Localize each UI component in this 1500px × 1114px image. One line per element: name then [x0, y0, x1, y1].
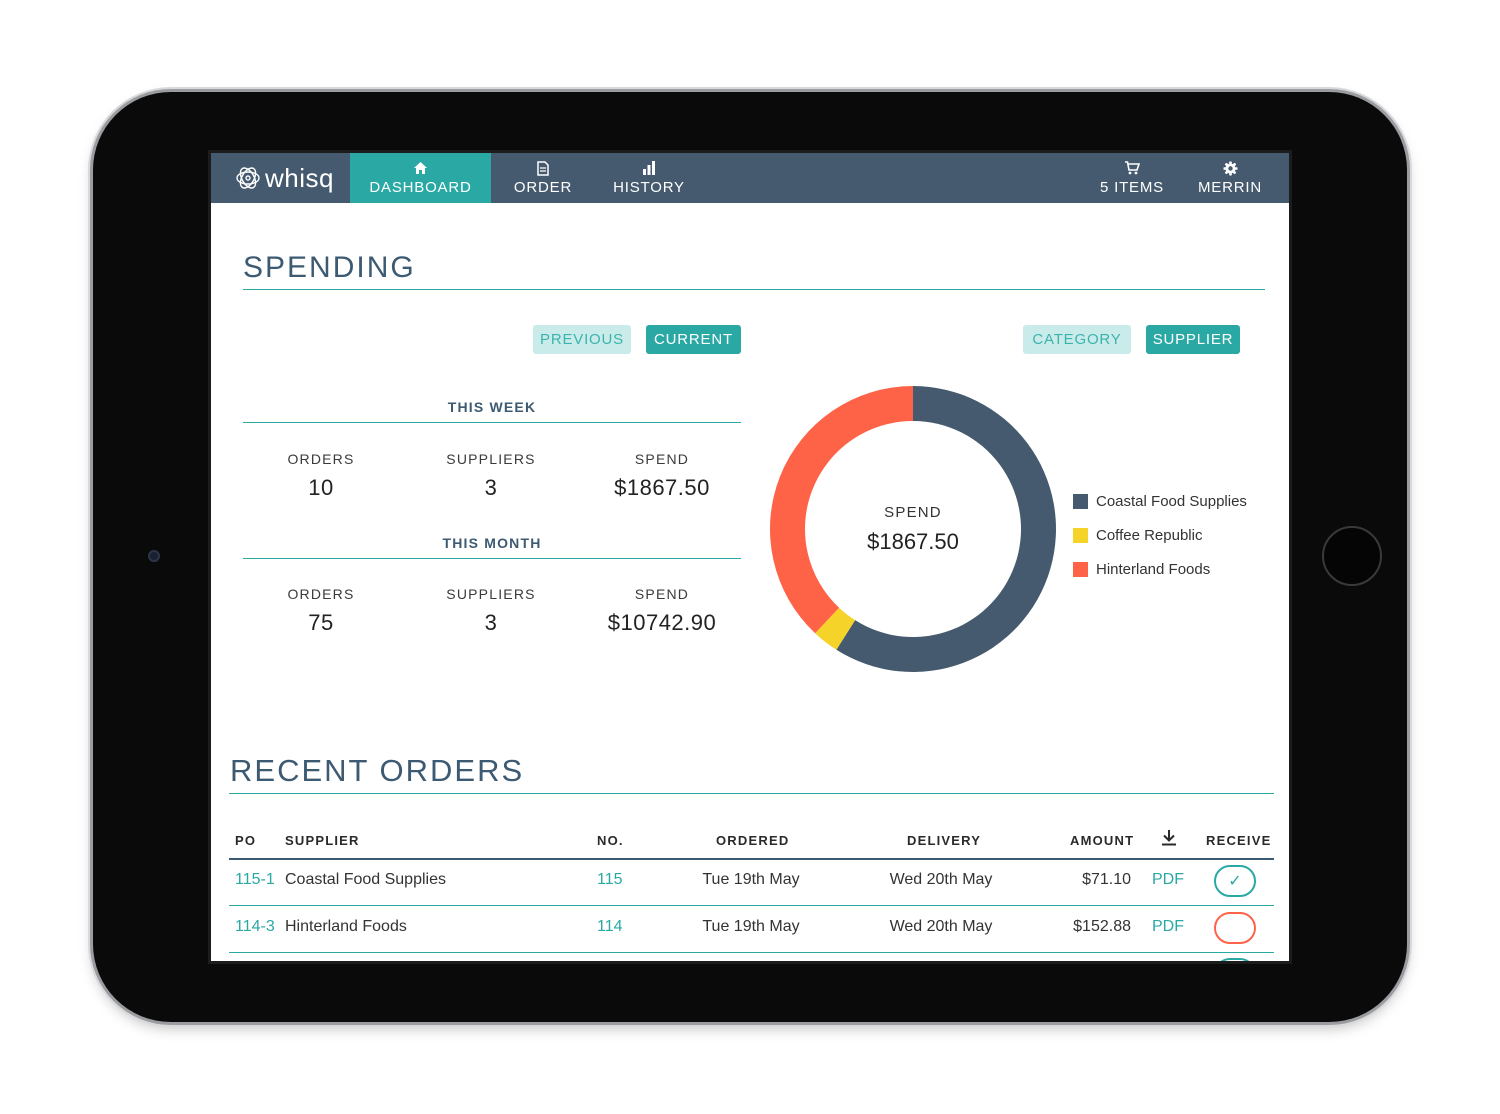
month-spend-stat: SPEND $10742.90	[587, 586, 737, 636]
donut-center-label: SPEND	[884, 504, 942, 521]
legend-item[interactable]: Coffee Republic	[1073, 518, 1247, 552]
nav-dashboard-label: DASHBOARD	[369, 179, 472, 196]
ordered-date: Tue 19th May	[702, 871, 800, 888]
this-month-divider	[243, 558, 741, 559]
supplier-button[interactable]: SUPPLIER	[1146, 325, 1240, 354]
week-spend-value: $1867.50	[614, 475, 710, 500]
amount-value: $71.10	[1082, 871, 1131, 888]
nav-user-settings[interactable]: MERRIN	[1189, 153, 1271, 203]
whisk-icon	[236, 167, 260, 189]
po-link[interactable]: 114-3	[235, 918, 275, 935]
current-button[interactable]: CURRENT	[646, 325, 741, 354]
nav-dashboard[interactable]: DASHBOARD	[350, 153, 491, 203]
logo[interactable]: whisq	[235, 162, 334, 194]
app-screen: whisq DASHBOARD ORDER HISTORY 5 ITEMS	[208, 150, 1292, 964]
category-button[interactable]: CATEGORY	[1023, 325, 1131, 354]
this-week-divider	[243, 422, 741, 423]
donut-slice-hinterland-foods[interactable]	[770, 386, 913, 634]
cart-icon	[1124, 160, 1140, 176]
month-orders-label: ORDERS	[287, 586, 355, 602]
delivery-date: Wed 20th May	[889, 918, 993, 935]
download-icon	[1161, 829, 1177, 849]
nav-cart-label: 5 ITEMS	[1100, 179, 1164, 196]
week-orders-value: 10	[308, 475, 334, 500]
legend-swatch	[1073, 527, 1088, 543]
week-orders-label: ORDERS	[287, 451, 355, 467]
col-po: PO	[235, 833, 257, 848]
check-icon: ✓	[1228, 873, 1242, 890]
ordered-date: Tue 19th May	[702, 918, 800, 935]
amount-value: $152.88	[1073, 918, 1131, 935]
table-row-divider	[229, 952, 1274, 953]
month-orders-stat: ORDERS 75	[246, 586, 396, 636]
receive-button[interactable]	[1214, 912, 1256, 944]
nav-order-label: ORDER	[513, 179, 573, 196]
legend-item[interactable]: Coastal Food Supplies	[1073, 484, 1247, 518]
week-spend-stat: SPEND $1867.50	[587, 451, 737, 501]
logo-text: whisq	[265, 162, 334, 193]
recent-orders-divider	[229, 793, 1274, 794]
donut-slice-coastal-food-supplies[interactable]	[836, 386, 1056, 672]
receive-button-partial[interactable]	[1214, 958, 1256, 961]
supplier-name: Hinterland Foods	[285, 918, 407, 935]
chart-legend: Coastal Food Supplies Coffee Republic Hint…	[1073, 484, 1247, 586]
home-button[interactable]	[1322, 526, 1382, 586]
week-suppliers-label: SUPPLIERS	[446, 451, 536, 467]
nav-cart[interactable]: 5 ITEMS	[1091, 153, 1173, 203]
month-suppliers-stat: SUPPLIERS 3	[416, 586, 566, 636]
week-suppliers-stat: SUPPLIERS 3	[416, 451, 566, 501]
supplier-name: Coastal Food Supplies	[285, 871, 446, 888]
spending-divider	[243, 289, 1265, 290]
table-header-divider	[229, 858, 1274, 860]
week-suppliers-value: 3	[484, 475, 498, 500]
recent-orders-title: RECENT ORDERS	[230, 753, 525, 788]
month-suppliers-label: SUPPLIERS	[446, 586, 536, 602]
legend-swatch	[1073, 561, 1088, 577]
camera-icon	[148, 550, 160, 562]
nav-history-label: HISTORY	[613, 179, 685, 196]
month-spend-label: SPEND	[634, 586, 690, 602]
this-week-title: THIS WEEK	[447, 399, 537, 415]
month-spend-value: $10742.90	[607, 610, 717, 635]
gear-icon	[1223, 160, 1238, 176]
top-nav: whisq DASHBOARD ORDER HISTORY 5 ITEMS	[211, 153, 1289, 203]
month-orders-value: 75	[308, 610, 334, 635]
this-month-title: THIS MONTH	[442, 535, 542, 551]
col-receive: RECEIVE	[1206, 833, 1272, 848]
col-amount: AMOUNT	[1070, 833, 1135, 848]
week-orders-stat: ORDERS 10	[246, 451, 396, 501]
month-suppliers-value: 3	[484, 610, 498, 635]
delivery-date: Wed 20th May	[889, 871, 993, 888]
table-row-divider	[229, 905, 1274, 906]
col-supplier: SUPPLIER	[285, 833, 360, 848]
legend-swatch	[1073, 493, 1088, 509]
nav-order[interactable]: ORDER	[501, 153, 585, 203]
col-no: NO.	[597, 833, 624, 848]
spending-title: SPENDING	[243, 251, 416, 284]
received-check-button[interactable]: ✓	[1214, 865, 1256, 897]
document-icon	[537, 160, 549, 176]
pdf-link[interactable]: PDF	[1152, 918, 1184, 935]
nav-history[interactable]: HISTORY	[604, 153, 694, 203]
spend-donut-chart: SPEND $1867.50	[770, 386, 1056, 672]
donut-center-value: $1867.50	[867, 529, 959, 554]
pdf-link[interactable]: PDF	[1152, 871, 1184, 888]
donut-slice-coffee-republic[interactable]	[815, 607, 856, 650]
legend-item[interactable]: Hinterland Foods	[1073, 552, 1247, 586]
week-spend-label: SPEND	[634, 451, 690, 467]
previous-button[interactable]: PREVIOUS	[533, 325, 631, 354]
order-number-link[interactable]: 114	[597, 918, 623, 935]
legend-label: Coastal Food Supplies	[1096, 492, 1247, 510]
col-ordered: ORDERED	[716, 833, 790, 848]
legend-label: Coffee Republic	[1096, 526, 1203, 544]
po-link[interactable]: 115-1	[235, 871, 275, 888]
legend-label: Hinterland Foods	[1096, 560, 1211, 578]
nav-user-label: MERRIN	[1198, 179, 1262, 196]
home-icon	[413, 160, 428, 176]
bar-chart-icon	[642, 160, 656, 176]
order-number-link[interactable]: 115	[597, 871, 623, 888]
col-delivery: DELIVERY	[907, 833, 982, 848]
